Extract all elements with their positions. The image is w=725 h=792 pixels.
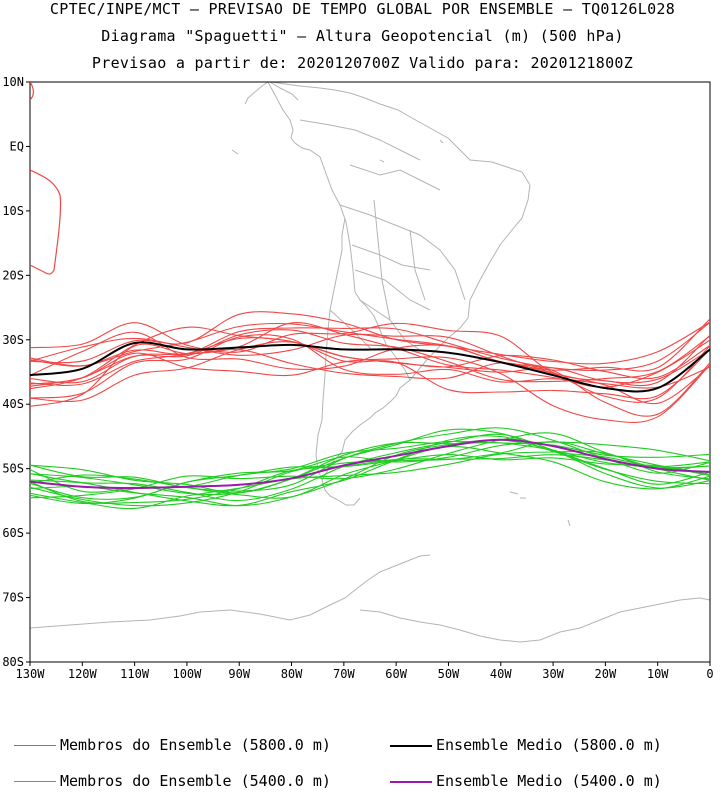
ensemble-member-line — [30, 331, 710, 417]
ensemble-member-line — [30, 318, 710, 372]
lon-tick-label: 80W — [281, 667, 303, 681]
lon-tick-label: 20W — [595, 667, 617, 681]
members-5800-group — [30, 311, 710, 423]
lon-tick-label: 60W — [385, 667, 407, 681]
lon-tick-label: 110W — [120, 667, 150, 681]
lon-tick-label: 40W — [490, 667, 512, 681]
lat-tick-label: 40S — [2, 397, 24, 411]
lat-tick-label: 70S — [2, 591, 24, 605]
spaghetti-map: 10N EQ 10S 20S 30S 40S 50S 60S 70S 80S 130W 120W 11… — [2, 75, 714, 681]
coastline-layer — [30, 82, 710, 643]
members-5400-group — [30, 427, 710, 510]
closed-contour-5800-corner — [30, 82, 34, 101]
ensemble-mean-5400-line — [30, 438, 710, 490]
lat-tick-label: 20S — [2, 268, 24, 282]
ensemble-member-line — [30, 441, 710, 496]
legend-swatch-mean-5800 — [390, 744, 432, 747]
legend-member-5800: Membros do Ensemble (5800.0 m) — [14, 736, 331, 754]
ensemble-member-line — [30, 329, 710, 387]
lat-tick-label: 80S — [2, 655, 24, 669]
country-borders — [299, 119, 466, 351]
ensemble-member-line — [30, 433, 710, 502]
closed-contour-5800-north — [30, 169, 62, 275]
ensemble-member-line — [30, 428, 710, 494]
longitude-axis: 130W 120W 110W 100W 90W 80W 70W 60W 50W 40W 30W 20W… — [16, 662, 714, 681]
ensemble-mean-5800-line — [30, 341, 710, 393]
legend-swatch-mean-5400 — [390, 780, 432, 783]
lon-tick-label: 130W — [16, 667, 46, 681]
ensemble-member-line — [30, 439, 710, 507]
lat-tick-label: EQ — [10, 139, 24, 153]
legend-member-5400: Membros do Ensemble (5400.0 m) — [14, 772, 331, 790]
ensemble-member-line — [30, 311, 710, 365]
ensemble-member-line — [30, 341, 710, 403]
legend-label-mean-5400: Ensemble Medio (5400.0 m) — [436, 772, 662, 790]
title-line-3: Previsao a partir de: 2020120700Z Valido… — [91, 54, 634, 72]
lon-tick-label: 50W — [438, 667, 460, 681]
lon-tick-label: 0 — [706, 667, 713, 681]
ensemble-member-line — [30, 333, 710, 403]
lat-tick-label: 60S — [2, 526, 24, 540]
ensemble-member-line — [30, 326, 710, 390]
central-america-coast — [244, 82, 299, 105]
ensemble-member-line — [30, 454, 710, 504]
title-line-1: CPTEC/INPE/MCT – PREVISAO DE TEMPO GLOBA… — [49, 0, 676, 18]
antarctica-coast — [30, 554, 710, 643]
legend-mean-5400: Ensemble Medio (5400.0 m) — [390, 772, 662, 790]
lon-tick-label: 10W — [647, 667, 669, 681]
lon-tick-label: 30W — [542, 667, 564, 681]
island-marks — [231, 139, 571, 527]
lat-tick-label: 10N — [2, 75, 24, 89]
lon-tick-label: 120W — [68, 667, 98, 681]
ensemble-member-line — [30, 450, 710, 510]
lon-tick-label: 70W — [333, 667, 355, 681]
latitude-axis: 10N EQ 10S 20S 30S 40S 50S 60S 70S 80S — [2, 75, 30, 669]
legend-label-member-5400: Membros do Ensemble (5400.0 m) — [60, 772, 331, 790]
lat-tick-label: 10S — [2, 204, 24, 218]
lat-tick-label: 30S — [2, 333, 24, 347]
legend-mean-5800: Ensemble Medio (5800.0 m) — [390, 736, 662, 754]
legend-swatch-member-5800 — [14, 745, 56, 746]
plot-frame — [29, 81, 711, 663]
lon-tick-label: 90W — [228, 667, 250, 681]
title-line-2: Diagrama "Spaguetti" – Altura Geopotenci… — [101, 27, 624, 45]
legend-swatch-member-5400 — [14, 781, 56, 782]
brazil-coast — [271, 82, 531, 381]
ensemble-member-line — [30, 343, 710, 407]
legend-label-member-5800: Membros do Ensemble (5800.0 m) — [60, 736, 331, 754]
legend-label-mean-5800: Ensemble Medio (5800.0 m) — [436, 736, 662, 754]
south-america-coast — [267, 82, 411, 506]
lat-tick-label: 50S — [2, 462, 24, 476]
lon-tick-label: 100W — [172, 667, 202, 681]
ensemble-member-line — [30, 352, 710, 423]
